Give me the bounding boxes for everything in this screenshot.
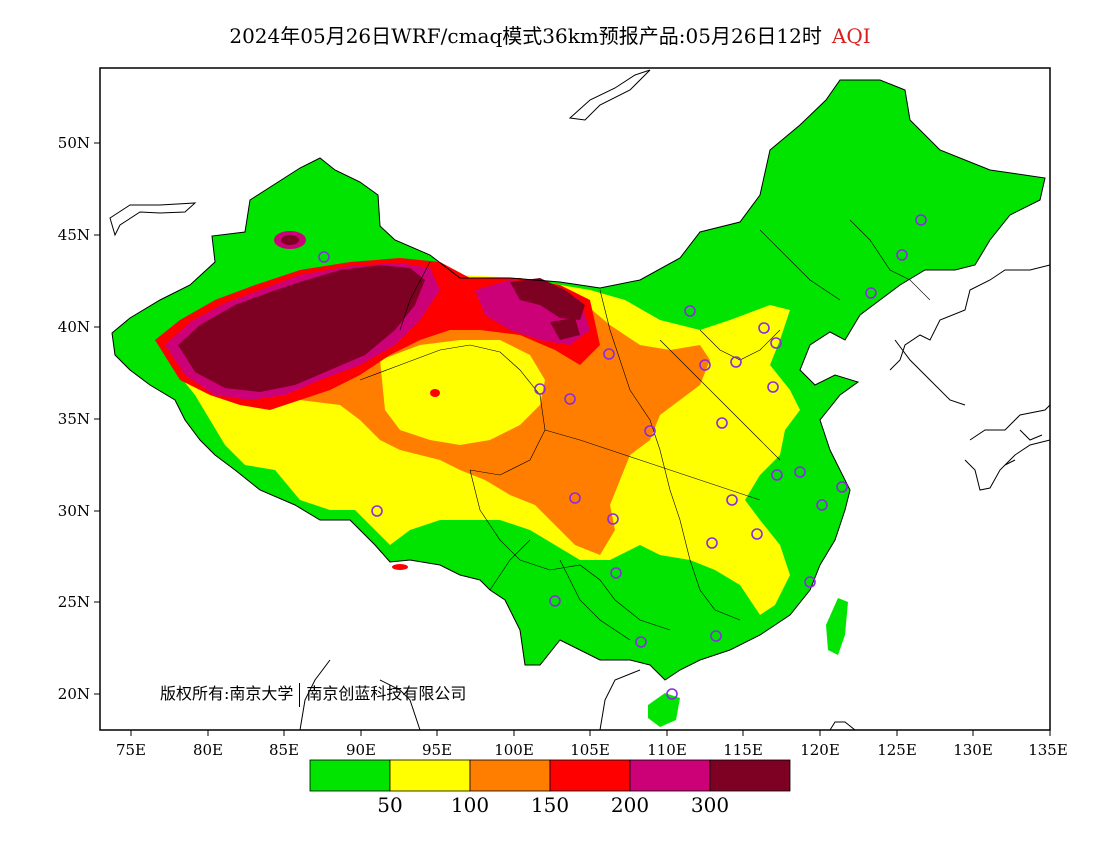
station-marker — [726, 494, 738, 506]
station-marker — [666, 688, 678, 700]
aqi-spot-tibet — [392, 564, 408, 570]
station-marker — [644, 425, 656, 437]
station-marker — [767, 381, 779, 393]
station-marker — [770, 337, 782, 349]
station-marker — [706, 537, 718, 549]
station-marker — [549, 595, 561, 607]
map-frame — [99, 67, 1051, 731]
station-marker — [635, 636, 647, 648]
lon-label-105e: 105E — [570, 741, 610, 759]
axis-ticks — [94, 142, 1051, 736]
station-marker — [758, 322, 770, 334]
lon-label-100e: 100E — [494, 741, 534, 759]
station-marker — [607, 513, 619, 525]
lat-label-50n: 50N — [57, 134, 90, 152]
china-border — [111, 79, 1046, 681]
station-marker — [534, 383, 546, 395]
copyright-holder: 版权所有:南京大学 — [160, 684, 294, 703]
lon-label-120e: 120E — [800, 741, 840, 759]
station-markers — [318, 214, 927, 700]
station-marker — [699, 359, 711, 371]
lon-label-75e: 75E — [115, 741, 147, 759]
station-marker — [865, 287, 877, 299]
station-marker — [896, 249, 908, 261]
lat-label-25n: 25N — [57, 593, 90, 611]
station-marker — [610, 567, 622, 579]
aqi-spot-qinghai — [430, 389, 440, 397]
lon-label-135e: 135E — [1028, 741, 1068, 759]
lat-label-20n: 20N — [57, 685, 90, 703]
station-marker — [915, 214, 927, 226]
station-marker — [816, 499, 828, 511]
legend-swatch-5 — [709, 759, 791, 792]
aqi-zone-maroon-north — [510, 278, 585, 320]
copyright-separator — [299, 682, 301, 707]
lon-label-130e: 130E — [953, 741, 993, 759]
aqi-zone-hainan — [648, 693, 680, 727]
station-marker — [716, 417, 728, 429]
legend-swatch-0 — [309, 759, 391, 792]
lat-label-40n: 40N — [57, 318, 90, 336]
title-text: 2024年05月26日WRF/cmaq模式36km预报产品:05月26日12时 — [229, 24, 822, 48]
aqi-zone-yellow-interior — [380, 340, 545, 445]
title-variable: AQI — [831, 24, 871, 48]
map-title: 2024年05月26日WRF/cmaq模式36km预报产品:05月26日12时 A… — [0, 20, 1100, 49]
station-marker — [564, 393, 576, 405]
legend-label-300: 300 — [690, 793, 730, 817]
station-marker — [751, 528, 763, 540]
aqi-zone-maroon-small — [550, 318, 580, 340]
copyright-company: 南京创蓝科技有限公司 — [306, 684, 467, 703]
aqi-spot-north-xinjiang-core — [281, 235, 299, 245]
lon-label-125e: 125E — [877, 741, 917, 759]
legend-swatch-4 — [629, 759, 711, 792]
lat-label-35n: 35N — [57, 410, 90, 428]
station-marker — [794, 466, 806, 478]
legend-label-50: 50 — [377, 793, 403, 817]
coastlines — [109, 69, 1051, 731]
legend-label-150: 150 — [530, 793, 570, 817]
lon-label-95e: 95E — [421, 741, 453, 759]
legend-swatch-3 — [549, 759, 631, 792]
station-marker — [710, 630, 722, 642]
lat-label-30n: 30N — [57, 502, 90, 520]
station-marker — [771, 469, 783, 481]
station-marker — [371, 505, 383, 517]
lat-label-45n: 45N — [57, 226, 90, 244]
legend-swatch-2 — [469, 759, 551, 792]
lon-label-80e: 80E — [192, 741, 224, 759]
legend-swatch-1 — [389, 759, 471, 792]
station-marker — [318, 251, 330, 263]
legend-colorbar — [309, 759, 791, 792]
station-marker — [804, 576, 816, 588]
station-marker — [730, 356, 742, 368]
legend-label-100: 100 — [450, 793, 490, 817]
lon-label-110e: 110E — [647, 741, 687, 759]
legend-label-200: 200 — [610, 793, 650, 817]
station-marker — [836, 481, 848, 493]
copyright-notice: 版权所有:南京大学 南京创蓝科技有限公司 — [160, 680, 466, 707]
lon-label-90e: 90E — [345, 741, 377, 759]
lon-label-115e: 115E — [723, 741, 763, 759]
station-marker — [569, 492, 581, 504]
lon-label-85e: 85E — [268, 741, 300, 759]
station-marker — [684, 305, 696, 317]
province-boundaries — [359, 219, 931, 641]
aqi-zone-maroon-taklimakan — [178, 265, 425, 392]
aqi-zone-taiwan — [826, 598, 848, 655]
station-marker — [603, 348, 615, 360]
